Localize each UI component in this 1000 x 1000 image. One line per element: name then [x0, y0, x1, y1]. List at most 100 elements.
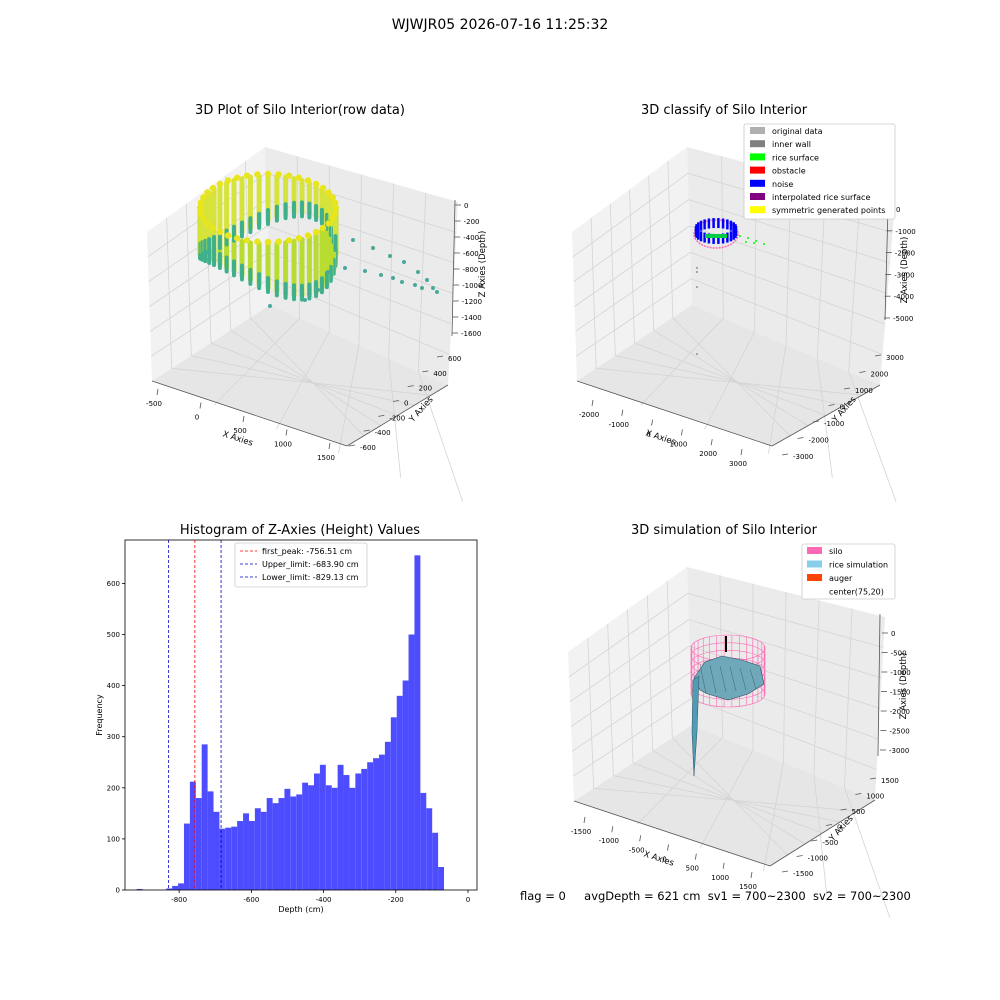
x-axis-label: Depth (cm) — [278, 905, 323, 914]
y-tick — [855, 793, 862, 795]
data-point — [351, 238, 355, 242]
x-tick — [242, 415, 245, 423]
x-tick-label: -2000 — [579, 411, 599, 419]
data-point — [224, 232, 232, 239]
axis-pane — [577, 305, 880, 446]
legend-frame — [234, 542, 368, 588]
data-point — [268, 304, 272, 308]
x-tick-label: -200 — [388, 896, 404, 904]
rice-surface-mesh — [709, 664, 717, 694]
y-tick-label: 400 — [107, 682, 120, 690]
x-tick — [328, 442, 331, 450]
rice-surface-mesh — [699, 663, 707, 695]
data-point — [264, 170, 272, 178]
x-tick-label: -600 — [243, 896, 259, 904]
histogram-bar — [272, 803, 279, 890]
data-point — [425, 278, 429, 282]
histogram-plot: -800 -600 -400 -200 0 0 100 200 300 400 500 600 Dept… — [95, 539, 478, 914]
classify-plot-title: 3D classify of Silo Interior — [640, 103, 808, 118]
data-point — [200, 194, 207, 201]
histogram-bar — [178, 883, 184, 890]
z-tick-label: -2000 — [890, 708, 910, 716]
rice-surface-point — [753, 242, 755, 244]
histogram-bar — [337, 764, 344, 890]
x-tick-label: 1500 — [739, 883, 757, 891]
y-tick-label: 300 — [107, 733, 120, 741]
grid-line — [230, 329, 381, 427]
histogram-bar — [136, 888, 143, 890]
data-point — [331, 199, 339, 206]
z-tick-label: -1000 — [895, 228, 915, 236]
data-point — [319, 224, 327, 232]
x-tick-label: -1000 — [609, 421, 629, 429]
y-tick-label: 1500 — [881, 777, 899, 785]
histogram-bar — [189, 781, 196, 890]
histogram-bar — [195, 798, 202, 890]
inner-wall-point — [696, 286, 698, 288]
data-point — [243, 172, 251, 179]
x-tick — [621, 409, 624, 416]
z-tick-label: -1400 — [461, 314, 481, 322]
data-point — [285, 172, 293, 179]
z-axis-line — [451, 199, 456, 337]
z-tick-label: 0 — [891, 630, 895, 638]
x-axis-label: X Axies — [642, 849, 675, 868]
flag-text: flag = 0 — [520, 889, 566, 903]
z-tick-label: -3000 — [894, 271, 914, 279]
z-tick-label: -1200 — [462, 298, 482, 306]
data-point — [379, 273, 383, 277]
histogram-bar — [231, 826, 238, 890]
data-point — [200, 215, 207, 222]
data-point — [329, 215, 336, 222]
data-point — [303, 298, 307, 302]
axis-pane — [574, 725, 875, 866]
x-tick — [750, 871, 753, 879]
inner-wall-point — [696, 267, 698, 269]
data-point — [243, 237, 251, 244]
histogram-bar — [302, 782, 309, 890]
histogram-bar — [254, 808, 261, 890]
y-tick-label: -200 — [389, 414, 405, 422]
axis-pane — [152, 305, 448, 446]
grid-line — [636, 737, 723, 825]
y-axis-line — [771, 384, 881, 447]
grid-line — [632, 762, 823, 834]
data-point — [204, 189, 211, 196]
x-tick — [740, 448, 743, 456]
y-tick-label: 0 — [837, 824, 841, 832]
grid-line — [210, 342, 398, 416]
legend-swatch — [807, 574, 822, 581]
z-tick-label: -200 — [464, 218, 480, 226]
y-tick — [874, 354, 882, 357]
z-axis-label: Z Axies (Depth) — [478, 231, 488, 298]
data-point — [316, 288, 320, 292]
classify-cluster-outline — [693, 219, 739, 249]
x-tick — [667, 844, 669, 851]
rice-surface-point — [763, 243, 765, 245]
data-point — [196, 204, 204, 212]
y-tick — [797, 437, 804, 439]
x-tick-label: 2000 — [699, 450, 717, 458]
z-tick-label: -500 — [891, 650, 907, 658]
data-point — [332, 204, 340, 212]
grid-line — [652, 749, 806, 845]
legend-label: rice simulation — [829, 561, 888, 570]
legend-label: original data — [772, 127, 823, 136]
grid-line — [653, 329, 809, 427]
y-tick-label: -400 — [375, 429, 391, 437]
legend-swatch — [750, 206, 765, 214]
grid-line — [666, 581, 673, 738]
y-tick — [859, 371, 866, 373]
histogram-bar — [367, 762, 374, 890]
data-point — [197, 210, 205, 217]
inner-wall-point — [696, 271, 698, 273]
y-tick-label: -500 — [822, 839, 838, 847]
y-tick — [422, 370, 429, 373]
z-tick-label: -800 — [463, 266, 479, 274]
y-tick-label: 500 — [852, 808, 865, 816]
y-axis-line — [769, 799, 876, 867]
x-tick-label: 0 — [646, 431, 650, 439]
legend-swatch — [750, 193, 765, 200]
histogram-bar — [373, 758, 379, 890]
histogram-bar — [213, 811, 220, 890]
